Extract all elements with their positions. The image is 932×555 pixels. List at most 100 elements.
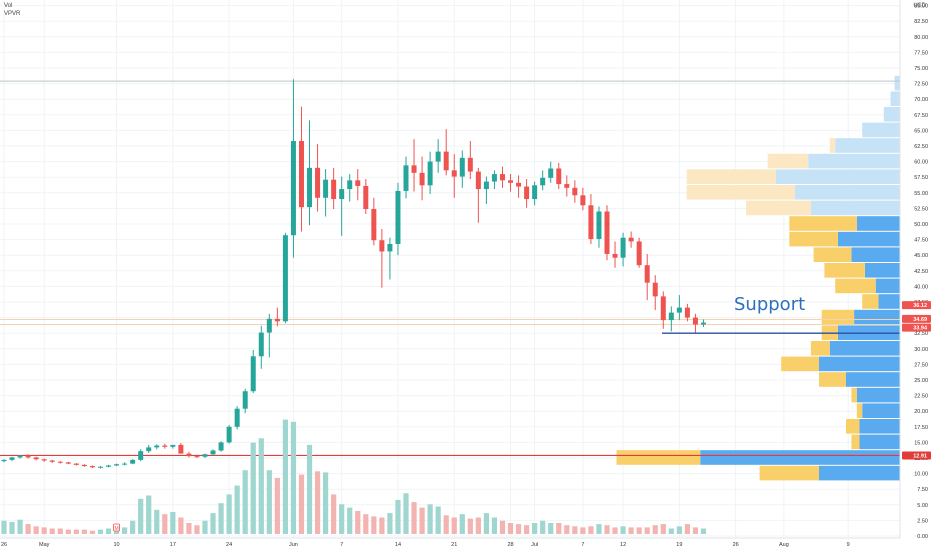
volume-bar: [25, 524, 31, 534]
candle-body: [73, 463, 79, 465]
candle-body: [49, 460, 55, 462]
volume-bar: [290, 421, 297, 534]
y-tick-label: 40.00: [914, 284, 928, 290]
candle-body: [363, 185, 369, 210]
vp-down-bar: [789, 216, 857, 231]
candle-body: [202, 454, 208, 457]
price-tag-current: 36.12: [913, 303, 927, 309]
price-axis[interactable]: 85.00 82.50 80.00 77.50 75.00 72.50 70.00 67.50…: [899, 0, 928, 540]
y-tick-label: 70.00: [914, 97, 928, 103]
candle-body: [652, 282, 658, 297]
vp-down-bar: [759, 465, 819, 481]
candle-body: [315, 167, 321, 198]
volume-bar: [306, 444, 313, 534]
volume-bar: [41, 527, 47, 534]
vp-up-bar: [862, 403, 900, 418]
vp-up-bar: [794, 185, 900, 200]
candle-body: [636, 241, 642, 266]
candle-body: [25, 455, 31, 458]
candle-body: [146, 447, 152, 452]
vp-up-bar: [775, 169, 900, 184]
x-tick-label: 26: [733, 542, 739, 548]
vp-down-bar: [767, 153, 809, 169]
y-tick-label: 75.00: [914, 66, 928, 72]
volume-bar: [210, 513, 216, 534]
vp-down-bar: [835, 278, 876, 294]
vp-down-bar: [616, 450, 701, 465]
volume-bar: [612, 527, 618, 534]
candle-body: [580, 195, 586, 206]
time-axis[interactable]: 26 May 10 17 24 Jun 7 14 21 28 Jul 7 12 19 26 Aug 9: [0, 537, 900, 548]
volume-bar: [532, 523, 538, 534]
candle-body: [459, 157, 465, 177]
candle-body: [41, 459, 47, 461]
candle-body: [572, 187, 578, 196]
candle-body: [282, 235, 288, 322]
candle-body: [266, 318, 272, 333]
y-tick-label: 10.00: [914, 472, 928, 478]
candle-body: [491, 174, 497, 182]
candle-body: [178, 444, 184, 454]
support-annotation: Support: [734, 294, 806, 315]
candle-body: [347, 180, 353, 190]
candle-body: [564, 184, 570, 188]
volume-bar: [564, 525, 570, 534]
volume-bar: [371, 516, 377, 534]
candle-body: [548, 168, 554, 178]
candle-body: [250, 356, 256, 392]
volume-bar: [202, 520, 208, 534]
volume-bar: [250, 442, 256, 534]
candle-body: [371, 209, 377, 241]
vp-down-bar: [819, 372, 846, 387]
x-tick-label: Aug: [779, 542, 789, 548]
candle-body: [427, 161, 433, 186]
y-tick-label: 45.00: [914, 253, 928, 259]
vp-down-bar: [821, 309, 855, 325]
candles: [1, 79, 706, 469]
volume-bar: [475, 517, 481, 534]
vp-down-bar: [813, 247, 852, 262]
candle-body: [242, 391, 248, 409]
candle-body: [516, 182, 522, 187]
x-tick-label: May: [39, 542, 50, 548]
vp-up-bar: [859, 419, 900, 434]
volume-bar: [81, 529, 87, 534]
x-tick-label: 7: [340, 542, 343, 548]
volume-bar: [387, 513, 393, 534]
y-tick-label: 52.50: [914, 206, 928, 212]
x-tick-label: 17: [170, 542, 176, 548]
candle-body: [290, 141, 296, 236]
indicator-label-vol[interactable]: Vol: [4, 3, 13, 9]
volume-bar: [596, 524, 602, 534]
volume-bar: [451, 517, 457, 534]
volume-bar: [130, 520, 136, 534]
volume-bar: [162, 514, 168, 534]
volume-bar: [73, 529, 79, 534]
volume-bar: [411, 502, 417, 534]
price-tag-level-a: 34.69: [913, 317, 927, 323]
candle-body: [331, 179, 337, 200]
candle-body: [298, 141, 304, 208]
candle-body: [186, 453, 192, 457]
volume-bar: [684, 524, 690, 534]
volume-bar: [652, 525, 658, 534]
volume-bar: [314, 471, 321, 534]
volume-bar: [668, 528, 674, 534]
candle-body: [274, 318, 280, 322]
x-tick-label: 24: [226, 542, 232, 548]
candle-body: [435, 151, 441, 162]
volume-bar: [274, 477, 280, 534]
candle-body: [411, 165, 417, 173]
candle-body: [89, 466, 95, 468]
candle-body: [540, 177, 546, 186]
volume-bar: [65, 529, 71, 534]
volume-bar: [572, 526, 578, 534]
currency-label: USD: [913, 3, 926, 9]
volume-bar: [604, 525, 610, 534]
volume-bar: [355, 510, 361, 534]
indicator-label-vpvr[interactable]: VPVR: [4, 11, 21, 17]
y-tick-label: 20.00: [914, 409, 928, 415]
volume-bar: [395, 499, 401, 534]
